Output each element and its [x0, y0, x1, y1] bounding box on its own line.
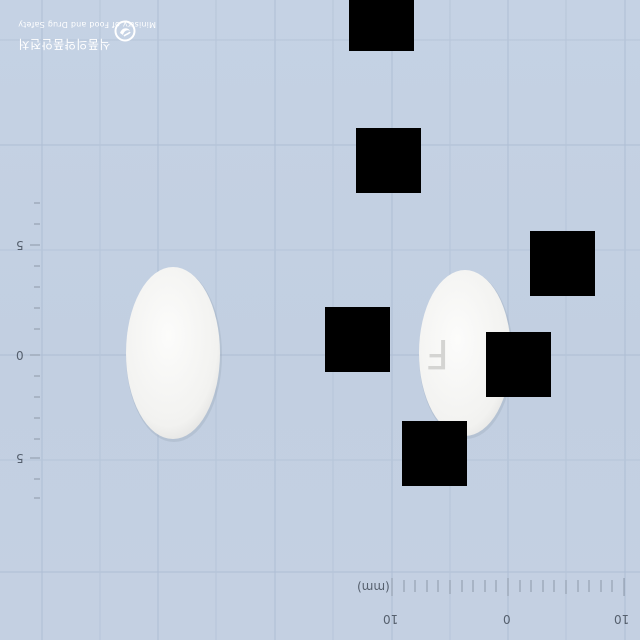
watermark-korean-text: 식품의약품안전처: [18, 36, 110, 53]
redaction-block-2: [356, 128, 421, 193]
left-ruler-label-top: 5: [16, 238, 24, 252]
unit-label: (mm): [357, 580, 390, 594]
left-ruler: [30, 203, 40, 498]
redaction-block-1: [349, 0, 414, 51]
redaction-block-5: [486, 332, 551, 397]
bottom-ruler: [392, 578, 624, 596]
pill-imprint: F: [426, 330, 449, 376]
bottom-ruler-label-middle: 0: [503, 612, 511, 626]
government-emblem-icon: [114, 20, 136, 42]
mfds-watermark: Ministry of Food and Drug Safety 식품의약품안전…: [18, 16, 136, 56]
bottom-ruler-label-left: 10: [383, 612, 398, 626]
redaction-block-4: [325, 307, 390, 372]
redaction-block-3: [530, 231, 595, 296]
left-ruler-label-bottom: 5: [16, 451, 24, 465]
left-ruler-label-middle: 0: [16, 348, 24, 362]
redaction-block-6: [402, 421, 467, 486]
left-pill: [114, 255, 234, 455]
bottom-ruler-label-right: 10: [614, 612, 629, 626]
